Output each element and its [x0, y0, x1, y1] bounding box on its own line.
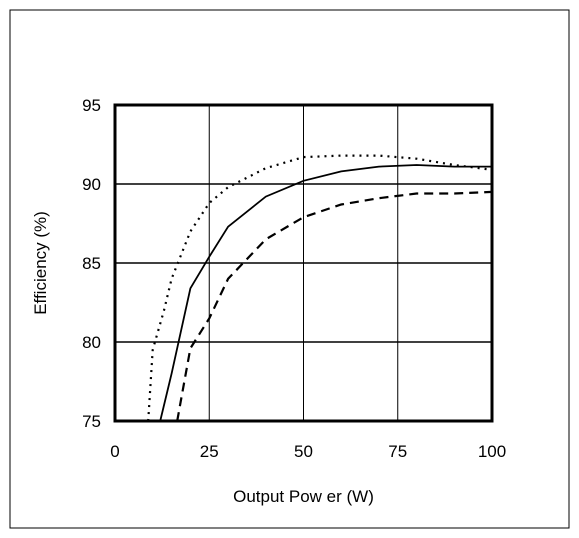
plot-area-border: [113, 103, 494, 423]
x-tick-label: 100: [478, 442, 506, 461]
y-tick-label: 80: [82, 333, 101, 352]
series-line-dashed: [176, 190, 493, 422]
x-tick-label: 25: [200, 442, 219, 461]
y-axis-title: Efficiency (%): [31, 211, 50, 315]
y-tick-label: 90: [82, 175, 101, 194]
x-tick-label: 75: [388, 442, 407, 461]
series-line-dotted: [147, 154, 493, 422]
y-tick-label: 95: [82, 96, 101, 115]
tick-labels: 0 25 50 75 100 75 80 85 90 95: [82, 96, 506, 461]
outer-frame: [9, 9, 570, 529]
y-tick-label: 85: [82, 254, 101, 273]
x-tick-label: 50: [294, 442, 313, 461]
y-tick-label: 75: [82, 412, 101, 431]
x-tick-label: 0: [110, 442, 119, 461]
x-axis-title: Output Pow er (W): [233, 487, 374, 506]
data-series: [147, 154, 493, 422]
series-line-solid: [159, 164, 492, 422]
